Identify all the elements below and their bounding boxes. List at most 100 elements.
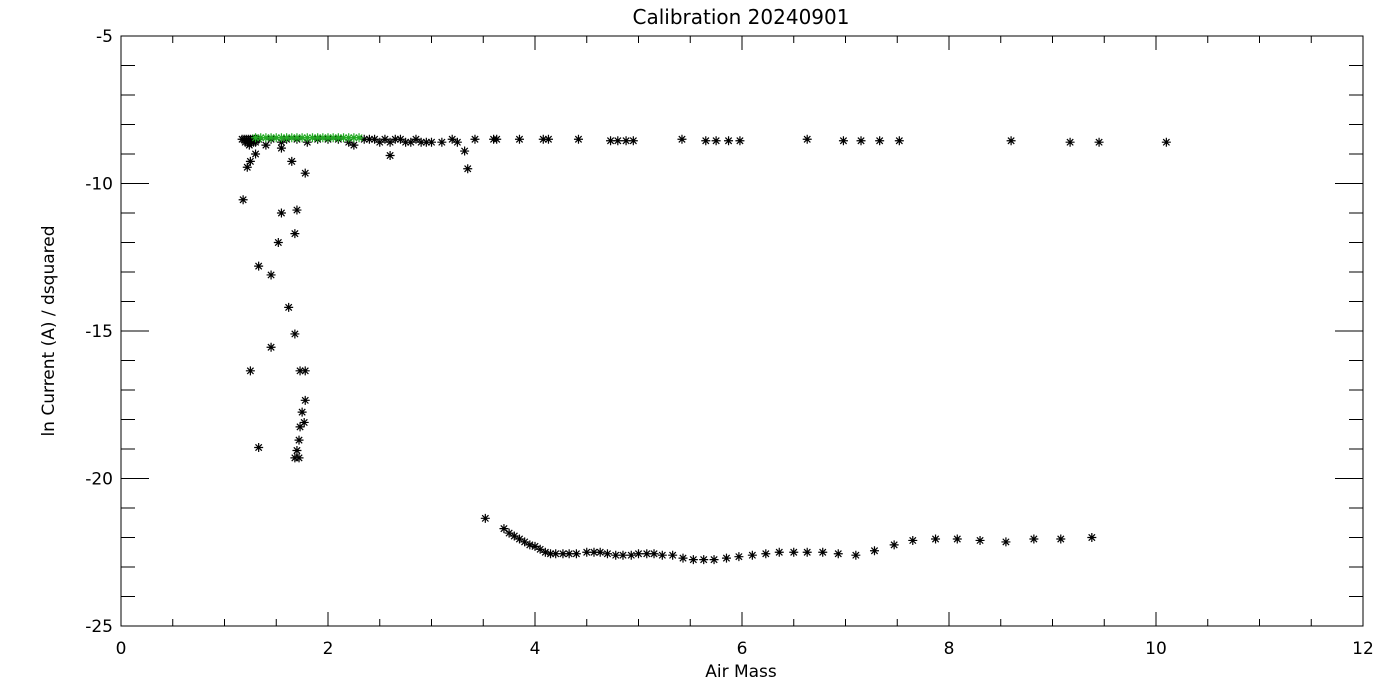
data-point bbox=[618, 550, 628, 560]
x-axis-title: Air Mass bbox=[705, 662, 777, 682]
data-point bbox=[256, 133, 266, 143]
data-point bbox=[564, 549, 574, 559]
data-point bbox=[307, 133, 317, 143]
data-point bbox=[678, 553, 688, 563]
data-point bbox=[238, 195, 248, 205]
data-point bbox=[370, 134, 380, 144]
data-point bbox=[380, 134, 390, 144]
data-point bbox=[300, 168, 310, 178]
data-point bbox=[333, 133, 343, 143]
data-point bbox=[851, 550, 861, 560]
data-point bbox=[894, 136, 904, 146]
data-point bbox=[290, 229, 300, 239]
data-point bbox=[802, 134, 812, 144]
data-point bbox=[875, 136, 885, 146]
data-point bbox=[266, 270, 276, 280]
data-point bbox=[595, 547, 605, 557]
data-point bbox=[573, 134, 583, 144]
data-point bbox=[349, 133, 359, 143]
data-point bbox=[276, 143, 286, 153]
data-point bbox=[611, 550, 621, 560]
data-point bbox=[452, 137, 462, 147]
data-point bbox=[734, 552, 744, 562]
data-point bbox=[1029, 534, 1039, 544]
data-point bbox=[390, 134, 400, 144]
data-point bbox=[245, 366, 255, 376]
data-point bbox=[602, 549, 612, 559]
data-point bbox=[1065, 137, 1075, 147]
data-point bbox=[789, 547, 799, 557]
data-point bbox=[657, 550, 667, 560]
data-point bbox=[499, 524, 509, 534]
data-point bbox=[266, 133, 276, 143]
y-tick-label: -5 bbox=[96, 27, 113, 47]
data-point bbox=[421, 137, 431, 147]
x-tick-label: 6 bbox=[737, 639, 748, 659]
data-point bbox=[395, 134, 405, 144]
data-point bbox=[302, 133, 312, 143]
data-point bbox=[480, 513, 490, 523]
data-point bbox=[668, 550, 678, 560]
data-point bbox=[509, 531, 519, 541]
data-point bbox=[251, 133, 261, 143]
data-point bbox=[271, 133, 281, 143]
data-point bbox=[323, 133, 333, 143]
data-point bbox=[406, 137, 416, 147]
data-point bbox=[297, 133, 307, 143]
data-point bbox=[292, 205, 302, 215]
data-point bbox=[1087, 533, 1097, 542]
data-point bbox=[244, 140, 254, 150]
data-point bbox=[514, 134, 524, 144]
data-point bbox=[292, 133, 302, 143]
data-point bbox=[318, 133, 328, 143]
data-point bbox=[292, 445, 302, 455]
data-point bbox=[802, 547, 812, 557]
data-point bbox=[437, 137, 447, 147]
data-point bbox=[975, 535, 985, 545]
data-point bbox=[634, 549, 643, 559]
data-point bbox=[242, 162, 252, 172]
data-point bbox=[299, 417, 309, 427]
data-point bbox=[261, 133, 271, 143]
data-point bbox=[774, 547, 784, 557]
data-point bbox=[297, 407, 307, 417]
data-point bbox=[460, 146, 470, 156]
data-point bbox=[276, 208, 286, 218]
data-point bbox=[520, 537, 530, 547]
y-axis-title: ln Current (A) / dsquared bbox=[39, 225, 59, 436]
data-point bbox=[504, 528, 514, 538]
x-tick-label: 8 bbox=[944, 639, 955, 659]
y-tick-label: -15 bbox=[85, 322, 113, 342]
data-point bbox=[606, 136, 616, 146]
data-point bbox=[699, 555, 709, 565]
data-point bbox=[735, 136, 745, 146]
data-point bbox=[254, 443, 264, 453]
data-point bbox=[677, 134, 687, 144]
data-point bbox=[364, 134, 374, 144]
data-point bbox=[721, 553, 731, 563]
data-point bbox=[908, 535, 918, 545]
data-point bbox=[558, 549, 568, 559]
data-point bbox=[273, 238, 283, 247]
data-point bbox=[282, 133, 292, 143]
data-point bbox=[300, 395, 310, 405]
data-point bbox=[245, 156, 255, 166]
data-point bbox=[295, 422, 305, 432]
data-point bbox=[621, 136, 631, 146]
data-point bbox=[952, 534, 962, 544]
data-point bbox=[254, 261, 264, 271]
x-tick-label: 4 bbox=[530, 639, 541, 659]
data-point bbox=[514, 534, 524, 544]
data-point bbox=[1094, 137, 1104, 147]
data-point bbox=[626, 550, 636, 560]
data-point bbox=[1006, 136, 1016, 146]
data-point bbox=[709, 555, 719, 565]
data-point bbox=[535, 544, 545, 554]
data-point bbox=[701, 136, 711, 146]
data-point bbox=[1056, 534, 1066, 544]
data-point bbox=[290, 329, 300, 339]
data-point bbox=[287, 156, 297, 166]
data-point bbox=[463, 164, 473, 174]
